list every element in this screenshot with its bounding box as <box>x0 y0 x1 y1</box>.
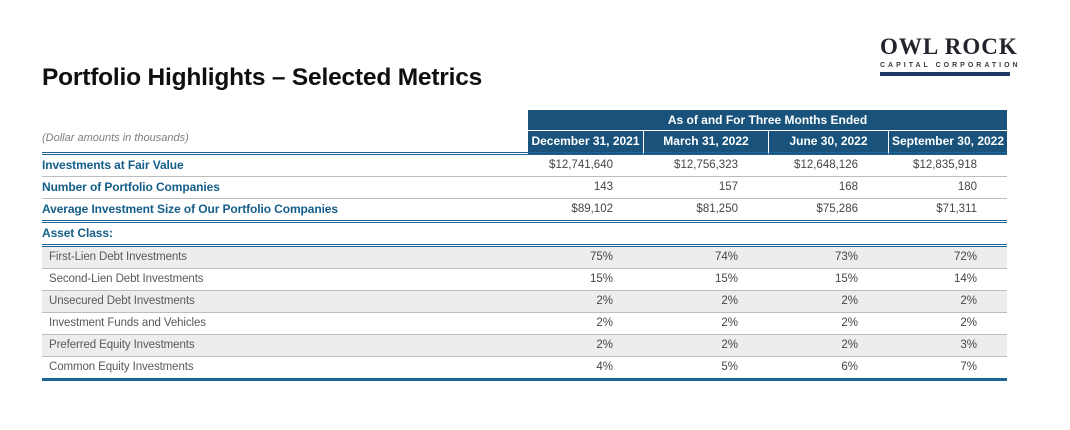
asset-class-value: 15% <box>643 269 768 291</box>
metric-value: $12,835,918 <box>888 155 1007 177</box>
section-filler <box>528 223 643 247</box>
metric-value: 143 <box>528 177 643 199</box>
section-filler <box>643 223 768 247</box>
asset-class-value: 2% <box>643 335 768 357</box>
asset-class-value: 14% <box>888 269 1007 291</box>
asset-class-value: 7% <box>888 357 1007 381</box>
asset-class-value: 2% <box>528 313 643 335</box>
asset-class-value: 2% <box>643 313 768 335</box>
metric-value: 157 <box>643 177 768 199</box>
metric-label: Investments at Fair Value <box>42 155 528 177</box>
asset-class-label: Second-Lien Debt Investments <box>42 269 528 291</box>
asset-class-value: 2% <box>643 291 768 313</box>
asset-class-label: Preferred Equity Investments <box>42 335 528 357</box>
column-header-dec-31-2021: December 31, 2021 <box>528 131 643 155</box>
owl-rock-logo: OWL ROCK CAPITAL CORPORATION <box>880 34 1021 77</box>
section-filler <box>768 223 888 247</box>
metric-label: Average Investment Size of Our Portfolio… <box>42 199 528 223</box>
asset-class-label: Unsecured Debt Investments <box>42 291 528 313</box>
logo-subtitle: CAPITAL CORPORATION <box>880 62 1021 70</box>
metric-value: $89,102 <box>528 199 643 223</box>
asset-class-value: 2% <box>528 291 643 313</box>
asset-class-value: 2% <box>888 291 1007 313</box>
asset-class-label: First-Lien Debt Investments <box>42 247 528 269</box>
asset-class-value: 74% <box>643 247 768 269</box>
metric-value: $12,756,323 <box>643 155 768 177</box>
asset-class-value: 73% <box>768 247 888 269</box>
metric-value: $12,741,640 <box>528 155 643 177</box>
metric-value: $71,311 <box>888 199 1007 223</box>
column-header-sep-30-2022: September 30, 2022 <box>888 131 1007 155</box>
metric-value: 180 <box>888 177 1007 199</box>
column-header-mar-31-2022: March 31, 2022 <box>643 131 768 155</box>
asset-class-value: 2% <box>768 335 888 357</box>
metric-value: 168 <box>768 177 888 199</box>
logo-name: OWL ROCK <box>880 34 1018 59</box>
page-title: Portfolio Highlights – Selected Metrics <box>42 64 483 91</box>
column-header-jun-30-2022: June 30, 2022 <box>768 131 888 155</box>
asset-class-section-header: Asset Class: <box>42 223 528 247</box>
metric-label: Number of Portfolio Companies <box>42 177 528 199</box>
asset-class-value: 3% <box>888 335 1007 357</box>
asset-class-value: 2% <box>768 313 888 335</box>
asset-class-value: 75% <box>528 247 643 269</box>
units-note: (Dollar amounts in thousands) <box>42 131 528 155</box>
asset-class-value: 6% <box>768 357 888 381</box>
asset-class-label: Common Equity Investments <box>42 357 528 381</box>
asset-class-value: 2% <box>888 313 1007 335</box>
asset-class-value: 72% <box>888 247 1007 269</box>
asset-class-value: 15% <box>528 269 643 291</box>
metric-value: $81,250 <box>643 199 768 223</box>
asset-class-value: 15% <box>768 269 888 291</box>
metric-value: $12,648,126 <box>768 155 888 177</box>
metric-value: $75,286 <box>768 199 888 223</box>
asset-class-label: Investment Funds and Vehicles <box>42 313 528 335</box>
asset-class-value: 5% <box>643 357 768 381</box>
asset-class-value: 4% <box>528 357 643 381</box>
section-filler <box>888 223 1007 247</box>
asset-class-value: 2% <box>768 291 888 313</box>
logo-underline-bar <box>880 72 1010 77</box>
metrics-table: As of and For Three Months Ended (Dollar… <box>42 110 1007 381</box>
period-header: As of and For Three Months Ended <box>528 110 1007 131</box>
asset-class-value: 2% <box>528 335 643 357</box>
